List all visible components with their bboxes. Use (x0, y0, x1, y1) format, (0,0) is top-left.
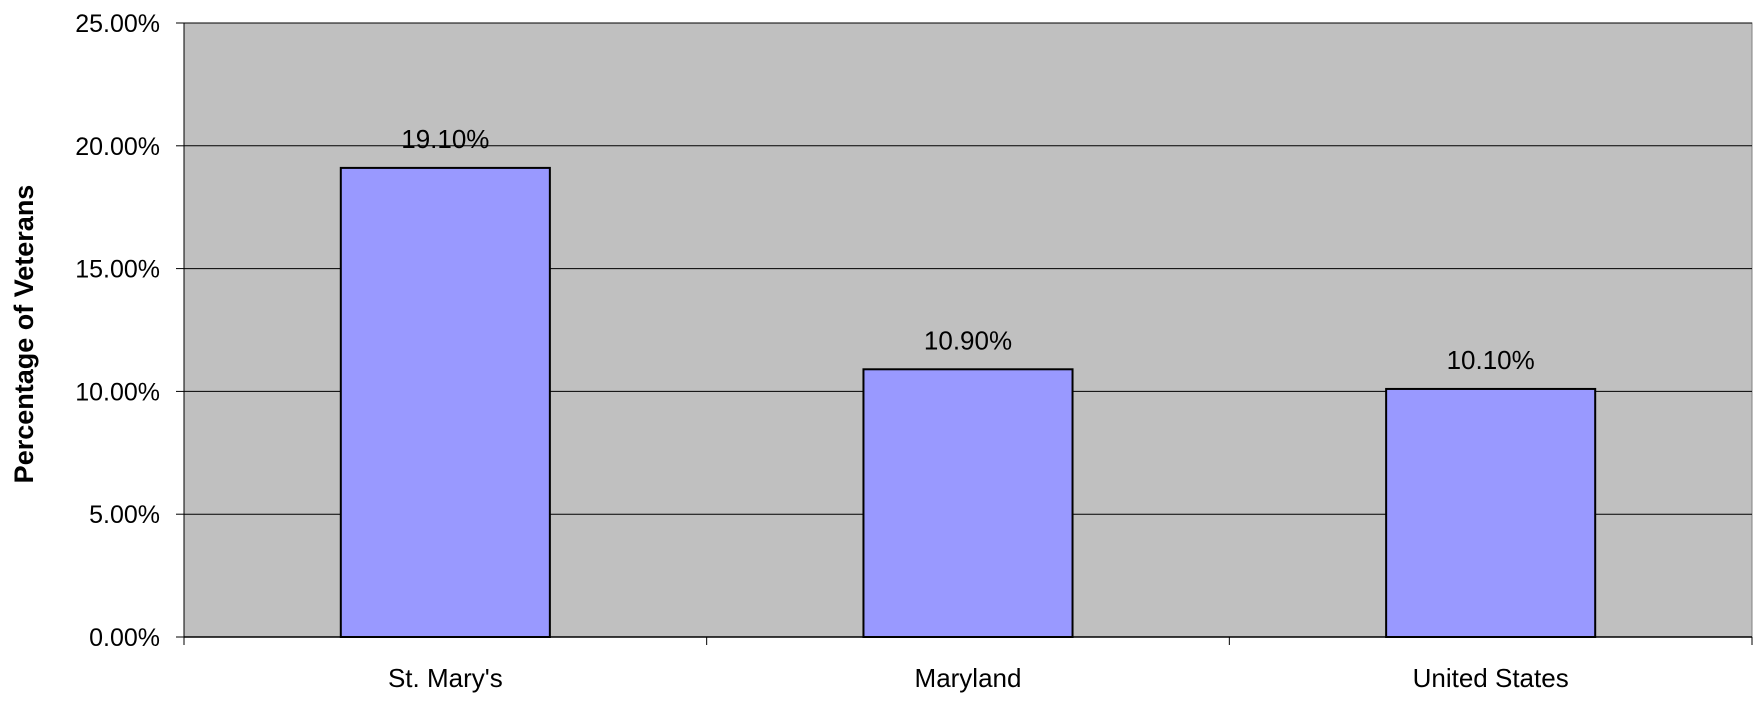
y-tick-label: 15.00% (75, 256, 160, 284)
y-tick-label: 20.00% (75, 133, 160, 161)
axes: 0.00% 5.00% 10.00% 15.00% 20.00% 25.00% St. Ma… (75, 10, 1753, 693)
x-tick-label: Maryland (915, 663, 1022, 693)
y-tick-label: 0.00% (89, 624, 160, 652)
y-tick-label: 25.00% (75, 10, 160, 38)
data-label: 10.90% (924, 325, 1012, 355)
data-label: 10.10% (1447, 345, 1535, 375)
data-labels: 19.10% 10.90% 10.10% (401, 124, 1535, 375)
y-axis-title: Percentage of Veterans (9, 185, 39, 484)
bar-0 (339, 166, 551, 639)
y-tick-label: 10.00% (75, 378, 160, 406)
x-tick-label: United States (1413, 663, 1569, 693)
x-tick-label: St. Mary's (388, 663, 503, 693)
bar-2 (1385, 387, 1597, 638)
bar-1 (862, 368, 1074, 638)
bars (339, 166, 1597, 639)
data-label: 19.10% (401, 124, 489, 154)
y-tick-label: 5.00% (89, 501, 160, 529)
